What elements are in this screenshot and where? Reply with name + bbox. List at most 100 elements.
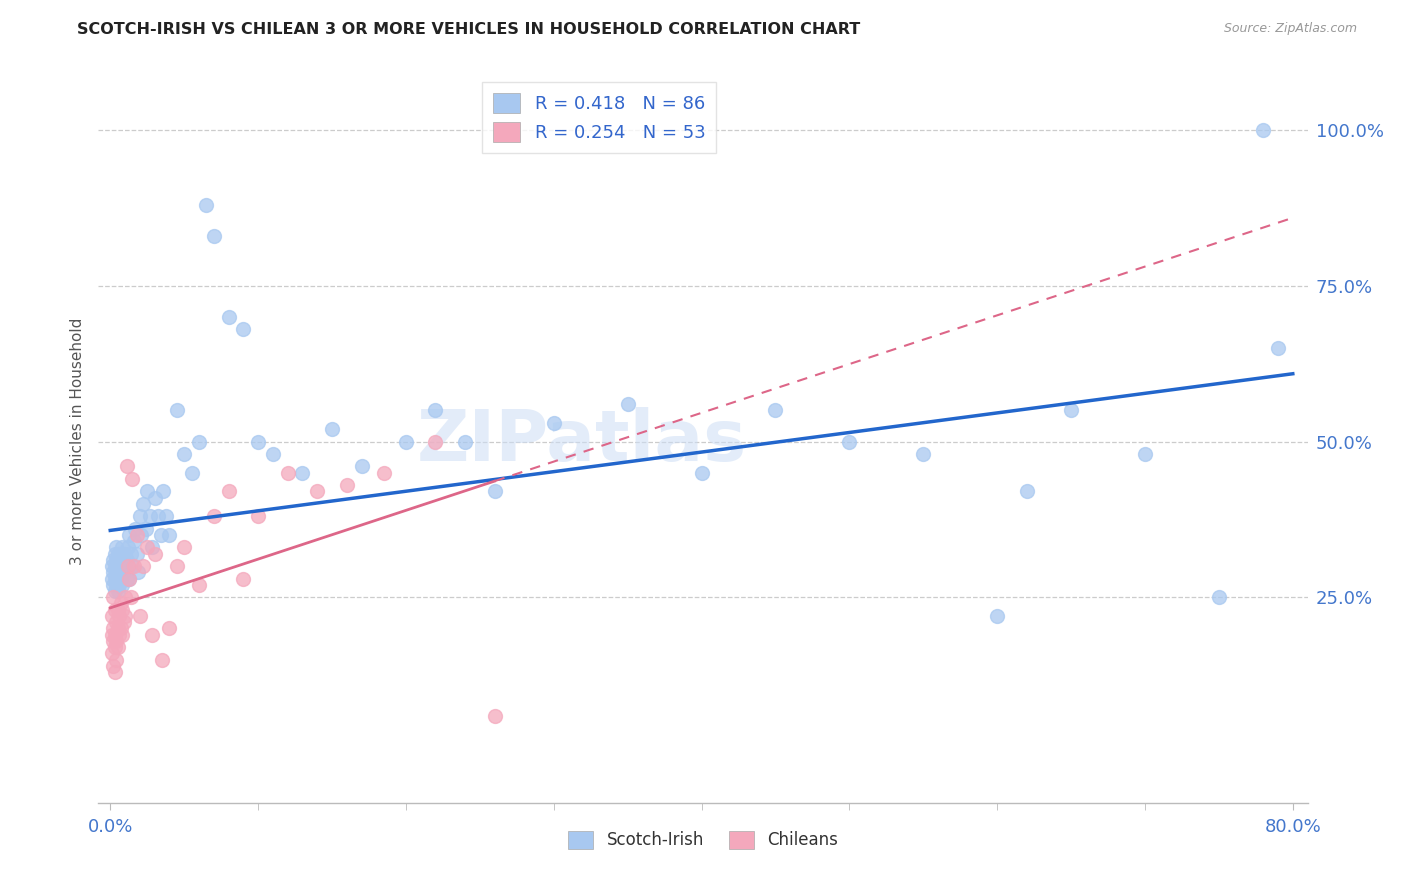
Point: [616, 397, 638, 411]
Point: [114, 547, 136, 561]
Point: [105, 566, 128, 580]
Point: [104, 640, 127, 654]
Point: [103, 591, 125, 605]
Point: [912, 447, 935, 461]
Point: [110, 572, 132, 586]
Point: [100, 627, 122, 641]
Point: [307, 484, 329, 499]
Point: [108, 553, 131, 567]
Point: [120, 591, 142, 605]
Point: [105, 633, 128, 648]
Point: [277, 466, 299, 480]
Text: ZIPatlas: ZIPatlas: [418, 407, 747, 476]
Point: [111, 603, 134, 617]
Point: [1015, 484, 1038, 499]
Point: [104, 603, 127, 617]
Point: [111, 627, 134, 641]
Point: [112, 566, 135, 580]
Point: [100, 559, 122, 574]
Point: [114, 609, 136, 624]
Point: [232, 322, 254, 336]
Point: [132, 559, 155, 574]
Point: [195, 198, 218, 212]
Point: [262, 447, 284, 461]
Point: [100, 572, 122, 586]
Point: [107, 547, 129, 561]
Point: [166, 403, 188, 417]
Point: [187, 434, 209, 449]
Point: [1208, 591, 1230, 605]
Point: [291, 466, 314, 480]
Point: [454, 434, 477, 449]
Point: [173, 447, 195, 461]
Point: [136, 541, 159, 555]
Point: [105, 541, 128, 555]
Point: [108, 609, 131, 624]
Point: [141, 627, 163, 641]
Point: [128, 509, 150, 524]
Point: [152, 484, 174, 499]
Point: [105, 615, 128, 630]
Point: [127, 566, 149, 580]
Point: [107, 640, 129, 654]
Point: [136, 484, 159, 499]
Point: [117, 541, 139, 555]
Point: [141, 541, 163, 555]
Point: [104, 559, 127, 574]
Point: [107, 572, 129, 586]
Point: [690, 466, 713, 480]
Point: [100, 646, 122, 660]
Point: [122, 534, 145, 549]
Point: [187, 578, 209, 592]
Point: [155, 509, 177, 524]
Point: [103, 566, 125, 580]
Point: [108, 578, 131, 592]
Text: SCOTCH-IRISH VS CHILEAN 3 OR MORE VEHICLES IN HOUSEHOLD CORRELATION CHART: SCOTCH-IRISH VS CHILEAN 3 OR MORE VEHICL…: [77, 22, 860, 37]
Point: [1133, 447, 1156, 461]
Point: [218, 484, 240, 499]
Legend: Scotch-Irish, Chileans: Scotch-Irish, Chileans: [561, 824, 845, 856]
Point: [247, 509, 270, 524]
Point: [120, 547, 142, 561]
Point: [1060, 403, 1083, 417]
Point: [157, 621, 180, 635]
Point: [128, 609, 150, 624]
Point: [125, 528, 148, 542]
Point: [115, 572, 138, 586]
Point: [103, 553, 125, 567]
Point: [103, 621, 125, 635]
Point: [218, 310, 240, 324]
Point: [543, 416, 565, 430]
Point: [166, 559, 188, 574]
Point: [104, 547, 127, 561]
Point: [107, 603, 129, 617]
Point: [180, 466, 202, 480]
Point: [103, 633, 125, 648]
Point: [838, 434, 860, 449]
Point: [112, 553, 135, 567]
Point: [117, 559, 139, 574]
Point: [139, 509, 162, 524]
Point: [132, 497, 155, 511]
Point: [114, 591, 136, 605]
Point: [105, 553, 128, 567]
Point: [105, 652, 128, 666]
Point: [103, 658, 125, 673]
Point: [104, 572, 127, 586]
Point: [111, 541, 134, 555]
Point: [108, 559, 131, 574]
Point: [232, 572, 254, 586]
Point: [143, 547, 166, 561]
Point: [425, 434, 447, 449]
Point: [425, 403, 447, 417]
Point: [150, 652, 173, 666]
Point: [321, 422, 343, 436]
Point: [107, 584, 129, 599]
Point: [107, 566, 129, 580]
Point: [986, 609, 1008, 624]
Point: [107, 621, 129, 635]
Point: [100, 609, 122, 624]
Point: [104, 665, 127, 679]
Point: [104, 627, 127, 641]
Point: [117, 559, 139, 574]
